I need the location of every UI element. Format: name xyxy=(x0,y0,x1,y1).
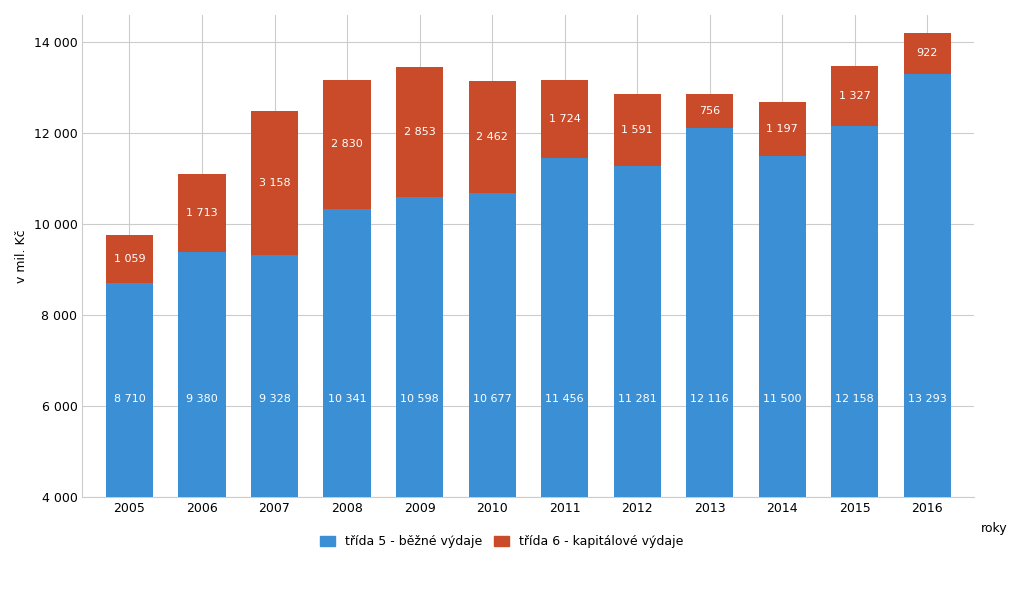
Bar xyxy=(686,93,733,128)
Text: 9 328: 9 328 xyxy=(259,394,291,404)
Bar xyxy=(759,102,806,156)
Text: 1 724: 1 724 xyxy=(548,114,581,124)
Text: 11 500: 11 500 xyxy=(763,394,801,404)
Text: 12 158: 12 158 xyxy=(836,394,874,404)
Bar xyxy=(759,156,806,497)
Text: 2 462: 2 462 xyxy=(476,132,508,143)
Text: 1 197: 1 197 xyxy=(766,124,798,134)
Bar xyxy=(469,81,516,193)
Bar xyxy=(251,111,298,255)
Bar xyxy=(903,33,950,75)
Bar xyxy=(178,252,225,497)
Bar xyxy=(686,128,733,497)
Text: 756: 756 xyxy=(699,106,720,116)
Bar xyxy=(903,75,950,497)
Bar xyxy=(469,193,516,497)
Legend: třída 5 - běžné výdaje, třída 6 - kapitálové výdaje: třída 5 - běžné výdaje, třída 6 - kapitá… xyxy=(314,530,688,553)
Bar xyxy=(105,283,153,497)
Bar xyxy=(614,93,661,166)
Text: 9 380: 9 380 xyxy=(186,394,218,404)
Y-axis label: v mil. Kč: v mil. Kč xyxy=(15,229,28,283)
Text: roky: roky xyxy=(981,522,1008,535)
Bar xyxy=(105,235,153,283)
Bar xyxy=(396,197,443,497)
Bar xyxy=(541,158,588,497)
Text: 11 281: 11 281 xyxy=(618,394,657,404)
Bar xyxy=(541,79,588,158)
Bar xyxy=(251,255,298,497)
Text: 1 591: 1 591 xyxy=(621,125,653,135)
Text: 1 059: 1 059 xyxy=(114,253,145,264)
Text: 922: 922 xyxy=(917,48,938,58)
Text: 2 830: 2 830 xyxy=(331,139,363,149)
Bar xyxy=(614,166,661,497)
Text: 8 710: 8 710 xyxy=(114,394,145,404)
Text: 10 341: 10 341 xyxy=(327,394,366,404)
Bar xyxy=(396,67,443,197)
Text: 10 677: 10 677 xyxy=(473,394,512,404)
Text: 3 158: 3 158 xyxy=(259,178,291,188)
Bar xyxy=(831,126,879,497)
Bar xyxy=(323,209,370,497)
Text: 1 713: 1 713 xyxy=(186,208,218,219)
Bar xyxy=(178,175,225,252)
Text: 2 853: 2 853 xyxy=(404,127,436,137)
Text: 12 116: 12 116 xyxy=(691,394,729,404)
Bar xyxy=(831,66,879,126)
Bar xyxy=(323,80,370,209)
Text: 1 327: 1 327 xyxy=(839,91,871,101)
Text: 11 456: 11 456 xyxy=(545,394,584,404)
Text: 10 598: 10 598 xyxy=(400,394,439,404)
Text: 13 293: 13 293 xyxy=(907,394,946,404)
